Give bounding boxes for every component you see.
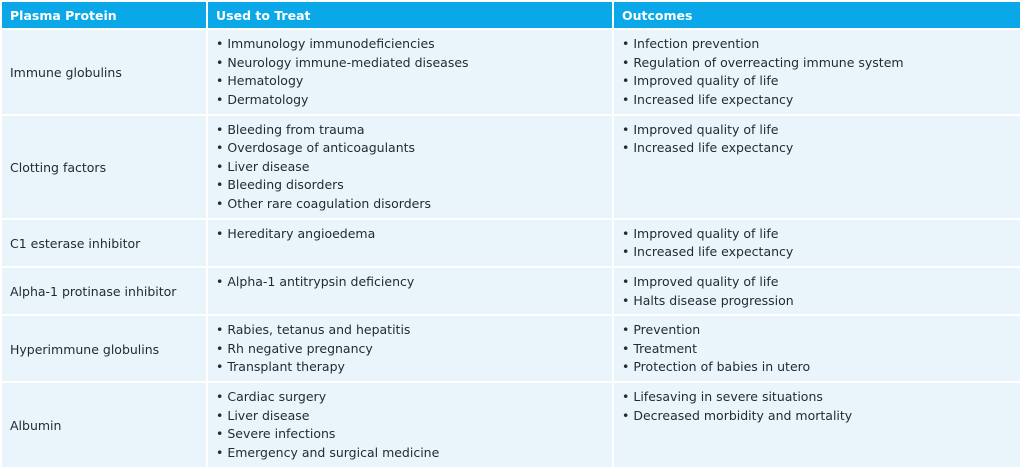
protein-cell: Albumin [2, 383, 206, 467]
list-item: Bleeding from trauma [216, 121, 604, 140]
treat-cell: Alpha-1 antitrypsin deficiency [208, 268, 612, 315]
outcomes-cell: Infection prevention Regulation of overr… [614, 30, 1020, 114]
protein-cell: Hyperimmune globulins [2, 316, 206, 382]
list-item: Improved quality of life [622, 72, 1012, 91]
header-plasma-protein: Plasma Protein [2, 2, 206, 28]
list-item: Infection prevention [622, 35, 1012, 54]
protein-cell: Alpha-1 protinase inhibitor [2, 268, 206, 315]
outcomes-cell: Improved quality of life Increased life … [614, 115, 1020, 218]
list-item: Increased life expectancy [622, 243, 1012, 262]
protein-cell: C1 esterase inhibitor [2, 219, 206, 267]
header-row: Plasma Protein Used to Treat Outcomes [2, 2, 1020, 28]
protein-cell: Immune globulins [2, 30, 206, 114]
list-item: Increased life expectancy [622, 91, 1012, 110]
list-item: Cardiac surgery [216, 388, 604, 407]
table-row: Alpha-1 protinase inhibitor Alpha-1 anti… [2, 268, 1020, 315]
protein-cell: Clotting factors [2, 115, 206, 218]
table-row: Hyperimmune globulins Rabies, tetanus an… [2, 316, 1020, 382]
list-item: Bleeding disorders [216, 176, 604, 195]
header-outcomes: Outcomes [614, 2, 1020, 28]
list-item: Overdosage of anticoagulants [216, 139, 604, 158]
list-item: Neurology immune-mediated diseases [216, 54, 604, 73]
treat-cell: Rabies, tetanus and hepatitis Rh negativ… [208, 316, 612, 382]
list-item: Hematology [216, 72, 604, 91]
table-row: Immune globulins Immunology immunodefici… [2, 30, 1020, 114]
outcomes-cell: Prevention Treatment Protection of babie… [614, 316, 1020, 382]
list-item: Transplant therapy [216, 358, 604, 377]
list-item: Hereditary angioedema [216, 225, 604, 244]
list-item: Rabies, tetanus and hepatitis [216, 321, 604, 340]
outcomes-cell: Improved quality of life Increased life … [614, 219, 1020, 267]
list-item: Improved quality of life [622, 273, 1012, 292]
treat-cell: Hereditary angioedema [208, 219, 612, 267]
treat-cell: Bleeding from trauma Overdosage of antic… [208, 115, 612, 218]
list-item: Protection of babies in utero [622, 358, 1012, 377]
list-item: Improved quality of life [622, 121, 1012, 140]
list-item: Emergency and surgical medicine [216, 444, 604, 463]
list-item: Dermatology [216, 91, 604, 110]
list-item: Improved quality of life [622, 225, 1012, 244]
list-item: Other rare coagulation disorders [216, 195, 604, 214]
table-row: Clotting factors Bleeding from trauma Ov… [2, 115, 1020, 218]
list-item: Alpha-1 antitrypsin deficiency [216, 273, 604, 292]
outcomes-cell: Improved quality of life Halts disease p… [614, 268, 1020, 315]
list-item: Liver disease [216, 158, 604, 177]
list-item: Immunology immunodeficiencies [216, 35, 604, 54]
treat-cell: Cardiac surgery Liver disease Severe inf… [208, 383, 612, 467]
table-row: Albumin Cardiac surgery Liver disease Se… [2, 383, 1020, 467]
list-item: Halts disease progression [622, 292, 1012, 311]
list-item: Severe infections [216, 425, 604, 444]
outcomes-cell: Lifesaving in severe situations Decrease… [614, 383, 1020, 467]
list-item: Rh negative pregnancy [216, 340, 604, 359]
header-used-to-treat: Used to Treat [208, 2, 612, 28]
list-item: Lifesaving in severe situations [622, 388, 1012, 407]
list-item: Treatment [622, 340, 1012, 359]
table-row: C1 esterase inhibitor Hereditary angioed… [2, 219, 1020, 267]
list-item: Decreased morbidity and mortality [622, 407, 1012, 426]
list-item: Regulation of overreacting immune system [622, 54, 1012, 73]
list-item: Liver disease [216, 407, 604, 426]
treat-cell: Immunology immunodeficiencies Neurology … [208, 30, 612, 114]
list-item: Prevention [622, 321, 1012, 340]
list-item: Increased life expectancy [622, 139, 1012, 158]
